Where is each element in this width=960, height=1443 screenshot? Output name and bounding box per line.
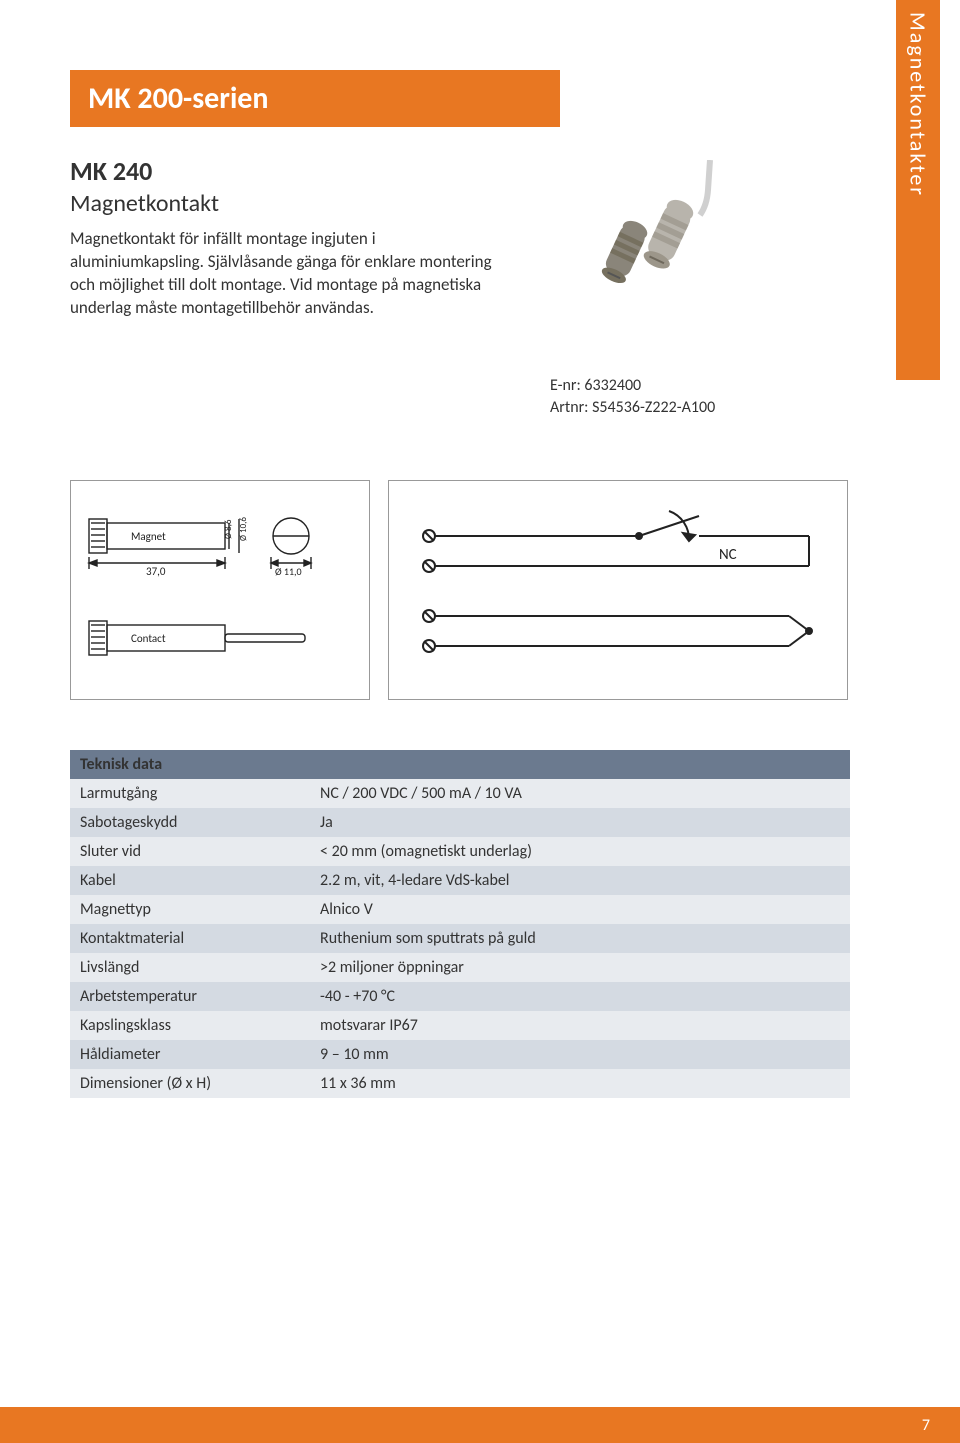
svg-text:NC: NC bbox=[719, 546, 737, 564]
spec-label: Håldiameter bbox=[70, 1040, 310, 1069]
intro-text-block: MK 240 Magnetkontakt Magnetkontakt för i… bbox=[70, 155, 500, 355]
product-subtitle: Magnetkontakt bbox=[70, 189, 500, 218]
page-number: 7 bbox=[922, 1416, 930, 1435]
series-title-bar: MK 200-serien bbox=[70, 70, 560, 127]
diagram-row: Magnet Ø 8,6 Ø 10,6 37,0 bbox=[70, 480, 870, 700]
side-tab: Magnetkontakter bbox=[896, 0, 940, 380]
spec-label: Larmutgång bbox=[70, 779, 310, 808]
svg-text:Contact: Contact bbox=[131, 632, 166, 645]
table-row: Arbetstemperatur-40 - +70 °C bbox=[70, 982, 850, 1011]
page-content: MK 200-serien MK 240 Magnetkontakt Magne… bbox=[0, 0, 960, 1138]
table-row: Kabel2.2 m, vit, 4-ledare VdS-kabel bbox=[70, 866, 850, 895]
spec-label: Magnettyp bbox=[70, 895, 310, 924]
reference-block: E-nr: 6332400 Artnr: S54536-Z222-A100 bbox=[550, 375, 870, 420]
spec-label: Sluter vid bbox=[70, 837, 310, 866]
intro-row: MK 240 Magnetkontakt Magnetkontakt för i… bbox=[70, 155, 870, 355]
spec-value: < 20 mm (omagnetiskt underlag) bbox=[310, 837, 850, 866]
svg-text:Ø 10,6: Ø 10,6 bbox=[238, 516, 249, 540]
spec-value: Alnico V bbox=[310, 895, 850, 924]
spec-value: >2 miljoner öppningar bbox=[310, 953, 850, 982]
product-description: Magnetkontakt för infällt montage ingjut… bbox=[70, 228, 500, 320]
svg-text:37,0: 37,0 bbox=[146, 565, 166, 578]
table-row: Sluter vid< 20 mm (omagnetiskt underlag) bbox=[70, 837, 850, 866]
dimension-diagram: Magnet Ø 8,6 Ø 10,6 37,0 bbox=[70, 480, 370, 700]
spec-value: NC / 200 VDC / 500 mA / 10 VA bbox=[310, 779, 850, 808]
table-row: Livslängd>2 miljoner öppningar bbox=[70, 953, 850, 982]
spec-value: 11 x 36 mm bbox=[310, 1069, 850, 1098]
enr-value: 6332400 bbox=[584, 376, 641, 395]
table-row: Håldiameter9 – 10 mm bbox=[70, 1040, 850, 1069]
spec-value: motsvarar IP67 bbox=[310, 1011, 850, 1040]
product-photo-icon bbox=[540, 160, 760, 350]
series-title: MK 200-serien bbox=[88, 80, 269, 117]
table-header-row: Teknisk data bbox=[70, 750, 850, 779]
tech-data-table: Teknisk data LarmutgångNC / 200 VDC / 50… bbox=[70, 750, 850, 1098]
spec-label: Kapslingsklass bbox=[70, 1011, 310, 1040]
spec-label: Kabel bbox=[70, 866, 310, 895]
spec-label: Arbetstemperatur bbox=[70, 982, 310, 1011]
table-header: Teknisk data bbox=[70, 750, 850, 779]
spec-value: -40 - +70 °C bbox=[310, 982, 850, 1011]
circuit-diagram: NC bbox=[388, 480, 848, 700]
table-row: SabotageskyddJa bbox=[70, 808, 850, 837]
svg-text:Magnet: Magnet bbox=[131, 530, 166, 543]
product-image bbox=[530, 155, 770, 355]
table-row: LarmutgångNC / 200 VDC / 500 mA / 10 VA bbox=[70, 779, 850, 808]
spec-value: 2.2 m, vit, 4-ledare VdS-kabel bbox=[310, 866, 850, 895]
svg-text:Ø 8,6: Ø 8,6 bbox=[223, 519, 234, 539]
enr-label: E-nr: bbox=[550, 376, 584, 395]
spec-label: Sabotageskydd bbox=[70, 808, 310, 837]
spec-value: Ja bbox=[310, 808, 850, 837]
spec-label: Livslängd bbox=[70, 953, 310, 982]
artnr-label: Artnr: bbox=[550, 398, 592, 417]
artnr-value: S54536-Z222-A100 bbox=[592, 398, 715, 417]
spec-label: Dimensioner (Ø x H) bbox=[70, 1069, 310, 1098]
table-row: Dimensioner (Ø x H)11 x 36 mm bbox=[70, 1069, 850, 1098]
side-tab-label: Magnetkontakter bbox=[905, 12, 932, 197]
spec-value: 9 – 10 mm bbox=[310, 1040, 850, 1069]
table-row: MagnettypAlnico V bbox=[70, 895, 850, 924]
page-footer: 7 bbox=[0, 1407, 960, 1443]
product-name: MK 240 bbox=[70, 155, 500, 187]
spec-value: Ruthenium som sputtrats på guld bbox=[310, 924, 850, 953]
svg-text:Ø 11,0: Ø 11,0 bbox=[275, 565, 302, 578]
spec-label: Kontaktmaterial bbox=[70, 924, 310, 953]
table-row: KontaktmaterialRuthenium som sputtrats p… bbox=[70, 924, 850, 953]
table-row: Kapslingsklassmotsvarar IP67 bbox=[70, 1011, 850, 1040]
